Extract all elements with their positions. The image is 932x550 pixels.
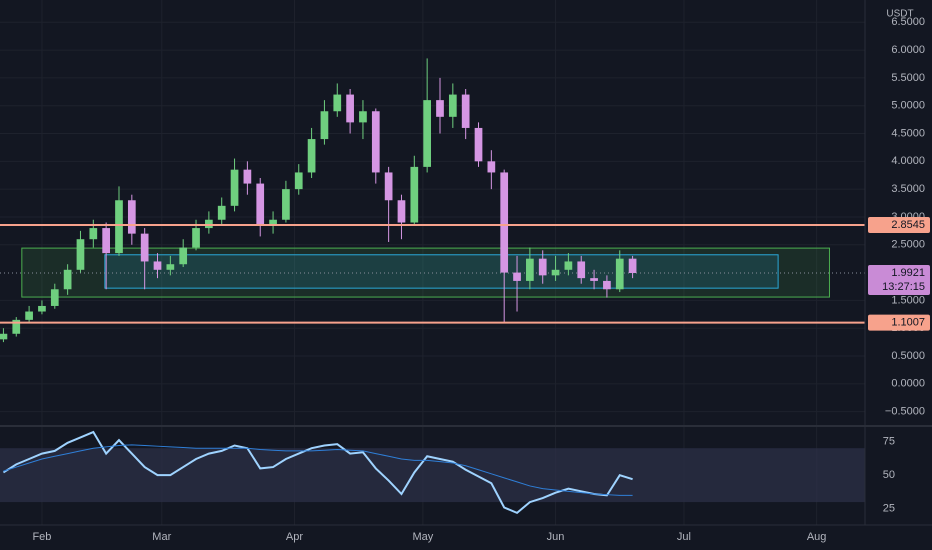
indicator-tick-label: 75: [883, 435, 895, 447]
candle-body: [217, 205, 226, 220]
candle-body: [140, 233, 149, 262]
candle-body: [526, 258, 534, 281]
candle-body: [192, 228, 200, 248]
x-tick-label: May: [412, 531, 433, 543]
indicator-line: [2, 430, 633, 515]
candle-body: [115, 200, 123, 254]
candle-body: [179, 247, 188, 265]
candle-body: [153, 261, 162, 270]
zone: [104, 254, 779, 289]
y-tick-label: 1.5000: [891, 294, 925, 306]
candle-body: [628, 258, 637, 274]
candle-body: [474, 127, 483, 162]
candle-body: [513, 272, 521, 281]
candle-body: [551, 269, 560, 276]
countdown-label: 13:27:15: [882, 281, 925, 293]
candle-body: [346, 94, 354, 123]
y-tick-label: 5.5000: [891, 72, 925, 84]
candle-body: [307, 139, 316, 173]
currency-label: USDT: [886, 9, 913, 20]
candle-body: [63, 269, 72, 290]
candle-body: [590, 278, 598, 281]
candle-body: [166, 264, 175, 270]
y-tick-label: 4.5000: [891, 127, 925, 139]
candle-body: [359, 111, 367, 123]
candle-body: [38, 305, 46, 312]
candle-body: [25, 311, 33, 320]
x-tick-label: Feb: [32, 531, 51, 543]
y-tick-label: 6.0000: [891, 44, 925, 56]
candle-body: [0, 333, 8, 340]
level-badge: [868, 314, 930, 331]
plot-layer: [0, 0, 865, 525]
candle-body: [615, 258, 624, 290]
y-tick-label: 5.0000: [891, 100, 925, 112]
candle-body: [230, 169, 239, 206]
candle-body: [500, 172, 509, 273]
y-tick-label: 0.5000: [891, 350, 925, 362]
candle-body: [538, 258, 547, 276]
y-tick-label: 0.0000: [891, 378, 925, 390]
y-tick-label: 4.0000: [891, 155, 925, 167]
y-tick-label: 3.5000: [891, 183, 925, 195]
candle-body: [243, 169, 252, 184]
x-tick-label: Apr: [286, 531, 303, 543]
candle-body: [102, 228, 110, 254]
y-tick-label: −0.5000: [885, 406, 925, 418]
y-tick-label: 2.5000: [891, 239, 925, 251]
last-price-badge: [868, 265, 930, 296]
last-price-label: 1.9921: [891, 267, 925, 279]
indicator-tick-label: 50: [883, 469, 895, 481]
candle-body: [205, 219, 213, 229]
candle-body: [256, 183, 265, 226]
candle-body: [50, 289, 59, 306]
level-label: 1.1007: [891, 317, 925, 329]
candle-body: [127, 200, 136, 234]
candle-body: [89, 228, 98, 240]
label-layer: Feb Mar Apr May Jun Jul Aug 6.5000 6.0000 5.5000 5…: [32, 16, 930, 543]
x-tick-label: Jun: [547, 531, 565, 543]
candle-body: [76, 239, 85, 270]
x-tick-label: Jul: [677, 531, 691, 543]
x-tick-label: Aug: [807, 531, 827, 543]
candle-body: [410, 166, 419, 223]
candle-body: [371, 111, 380, 173]
candle-body: [436, 100, 444, 117]
candle-body: [564, 261, 573, 270]
level-badge: [868, 217, 930, 234]
candle-body: [577, 261, 586, 279]
x-tick-label: Mar: [152, 531, 171, 543]
level-label: 2.8545: [891, 219, 925, 231]
candle-body: [282, 189, 290, 220]
candle-body: [269, 219, 277, 226]
candle-body: [423, 100, 432, 167]
candle-body: [384, 172, 393, 201]
indicator-tick-label: 25: [883, 503, 895, 515]
candle-body: [333, 94, 342, 112]
candle-body: [320, 111, 329, 140]
indicator-line: [3, 444, 633, 496]
candle-body: [461, 94, 470, 128]
candle-body: [448, 94, 457, 117]
candle-body: [12, 319, 21, 334]
y-tick-label: 6.5000: [891, 16, 925, 28]
candle-body: [487, 161, 496, 173]
candle-body: [294, 172, 303, 190]
candle-body: [603, 280, 611, 290]
candle-body: [397, 200, 406, 223]
indicator-band: [0, 448, 865, 503]
